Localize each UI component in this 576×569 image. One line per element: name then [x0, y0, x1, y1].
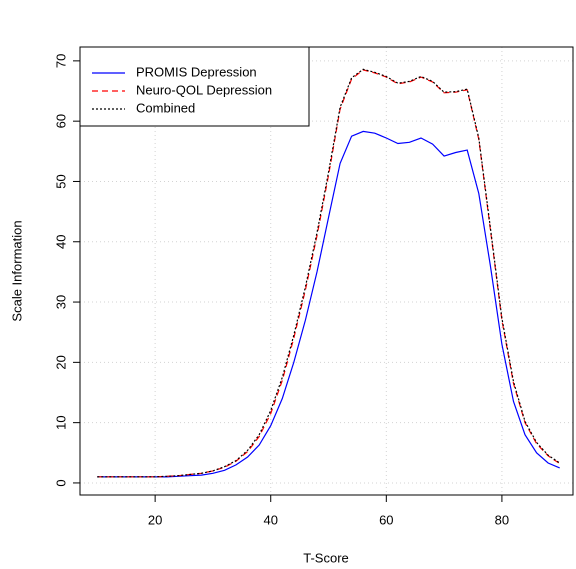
x-tick-label: 80: [495, 512, 509, 527]
series-line: [97, 68, 561, 478]
series-line: [97, 130, 560, 478]
y-tick-label: 40: [53, 235, 68, 249]
legend-label: Neuro-QOL Depression: [136, 82, 272, 97]
y-tick-label: 30: [53, 295, 68, 309]
x-tick-label: 60: [379, 512, 393, 527]
y-axis-label: Scale Information: [9, 220, 24, 321]
y-tick-label: 10: [53, 415, 68, 429]
y-tick-label: 50: [53, 174, 68, 188]
series-line: [97, 69, 561, 478]
y-tick-label: 70: [53, 54, 68, 68]
x-axis-label: T-Score: [303, 550, 349, 565]
legend-label: PROMIS Depression: [136, 64, 257, 79]
y-tick-label: 20: [53, 355, 68, 369]
y-tick-label: 0: [53, 479, 68, 486]
x-tick-label: 40: [263, 512, 277, 527]
y-tick-label: 60: [53, 114, 68, 128]
legend-label: Combined: [136, 100, 195, 115]
legend-box: [79, 46, 310, 127]
plot-frame: [79, 46, 574, 496]
x-tick-label: 20: [148, 512, 162, 527]
